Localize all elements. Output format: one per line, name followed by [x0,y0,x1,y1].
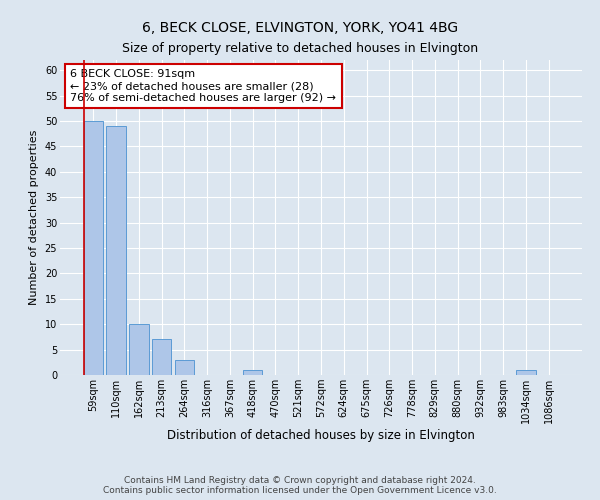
Text: 6 BECK CLOSE: 91sqm
← 23% of detached houses are smaller (28)
76% of semi-detach: 6 BECK CLOSE: 91sqm ← 23% of detached ho… [70,70,337,102]
Text: Size of property relative to detached houses in Elvington: Size of property relative to detached ho… [122,42,478,55]
Bar [175,360,194,375]
Bar [84,121,103,375]
Bar [243,370,262,375]
Bar [516,370,536,375]
Text: Contains HM Land Registry data © Crown copyright and database right 2024.
Contai: Contains HM Land Registry data © Crown c… [103,476,497,495]
X-axis label: Distribution of detached houses by size in Elvington: Distribution of detached houses by size … [167,428,475,442]
Y-axis label: Number of detached properties: Number of detached properties [29,130,39,305]
Bar [152,340,172,375]
Text: 6, BECK CLOSE, ELVINGTON, YORK, YO41 4BG: 6, BECK CLOSE, ELVINGTON, YORK, YO41 4BG [142,21,458,35]
Bar [106,126,126,375]
Bar [129,324,149,375]
